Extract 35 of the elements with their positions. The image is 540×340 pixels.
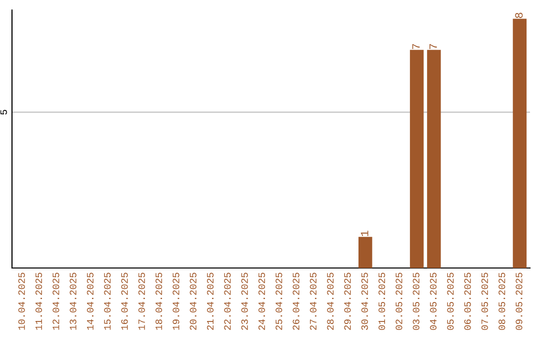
x-tick-label: 28.04.2025 bbox=[327, 272, 334, 330]
x-tick-label: 23.04.2025 bbox=[241, 272, 248, 330]
x-tick-label: 17.04.2025 bbox=[138, 272, 145, 330]
x-tick-label: 09.05.2025 bbox=[516, 272, 522, 330]
data-label: 7 bbox=[430, 44, 437, 50]
x-tick-label: 27.04.2025 bbox=[310, 272, 316, 330]
x-tick-label: 15.04.2025 bbox=[104, 272, 111, 330]
x-tick-label: 29.04.2025 bbox=[344, 272, 351, 330]
data-label: 8 bbox=[515, 12, 523, 18]
x-tick-label: 16.04.2025 bbox=[121, 272, 128, 330]
x-tick-label: 06.05.2025 bbox=[464, 272, 471, 330]
ref-line-label: 5 bbox=[0, 110, 7, 115]
x-tick-label: 19.04.2025 bbox=[172, 272, 180, 330]
x-tick-label: 07.05.2025 bbox=[481, 272, 488, 330]
x-tick-label: 02.05.2025 bbox=[396, 272, 402, 330]
x-tick-label: 04.05.2025 bbox=[430, 272, 437, 330]
data-label: 1 bbox=[360, 230, 368, 236]
data-label: 7 bbox=[412, 44, 420, 50]
x-tick-label: 24.04.2025 bbox=[258, 272, 266, 330]
x-tick-label: 12.04.2025 bbox=[52, 272, 60, 330]
x-tick-label: 21.04.2025 bbox=[206, 272, 214, 330]
x-tick-label: 25.04.2025 bbox=[276, 272, 282, 330]
x-tick-label: 05.05.2025 bbox=[447, 272, 454, 330]
x-tick-label: 20.04.2025 bbox=[190, 272, 196, 330]
x-tick-label: 11.04.2025 bbox=[35, 272, 42, 330]
x-tick-label: 26.04.2025 bbox=[292, 272, 300, 330]
x-tick-label: 13.04.2025 bbox=[70, 272, 76, 330]
x-tick-label: 18.04.2025 bbox=[156, 272, 162, 330]
x-tick-label: 22.04.2025 bbox=[224, 272, 231, 330]
x-tick-label: 30.04.2025 bbox=[361, 272, 368, 330]
x-tick-label: 08.05.2025 bbox=[498, 272, 506, 330]
x-tick-label: 10.04.2025 bbox=[18, 272, 25, 330]
x-tick-label: 14.04.2025 bbox=[86, 272, 94, 330]
x-tick-label: 01.05.2025 bbox=[378, 272, 386, 330]
x-tick-label: 03.05.2025 bbox=[412, 272, 420, 330]
